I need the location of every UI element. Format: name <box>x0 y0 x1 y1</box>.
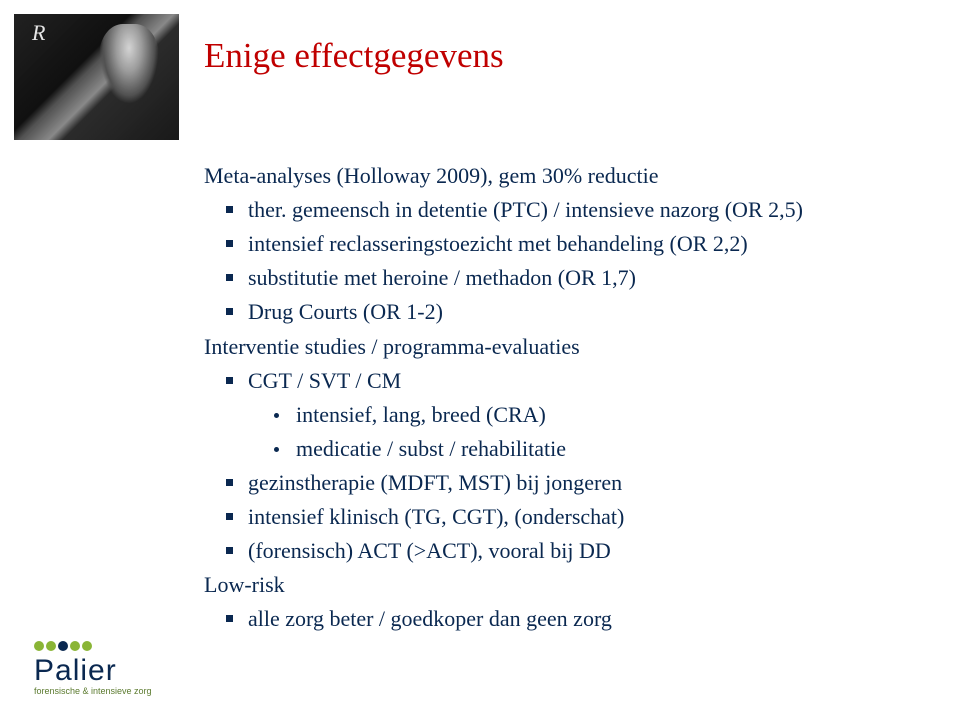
heading-2: Interventie studies / programma-evaluati… <box>204 331 900 363</box>
sub-bullet: medicatie / subst / rehabilitatie <box>274 433 900 465</box>
palier-logo: Palier forensische & intensieve zorg <box>34 641 152 696</box>
slide-content: Meta-analyses (Holloway 2009), gem 30% r… <box>204 160 900 638</box>
einstein-photo <box>14 14 179 140</box>
bullet: intensief reclasseringstoezicht met beha… <box>226 228 900 260</box>
logo-dots-icon <box>34 641 152 651</box>
bullet: ther. gemeensch in detentie (PTC) / inte… <box>226 194 900 226</box>
logo-name: Palier <box>34 654 152 688</box>
bullet: alle zorg beter / goedkoper dan geen zor… <box>226 603 900 635</box>
heading-1: Meta-analyses (Holloway 2009), gem 30% r… <box>204 160 900 192</box>
bullet: intensief klinisch (TG, CGT), (onderscha… <box>226 501 900 533</box>
sub-bullet: intensief, lang, breed (CRA) <box>274 399 900 431</box>
logo-tagline: forensische & intensieve zorg <box>34 686 152 696</box>
heading-3: Low-risk <box>204 569 900 601</box>
bullet: (forensisch) ACT (>ACT), vooral bij DD <box>226 535 900 567</box>
bullet: substitutie met heroine / methadon (OR 1… <box>226 262 900 294</box>
bullet: CGT / SVT / CM <box>226 365 900 397</box>
slide-title: Enige effectgegevens <box>204 36 504 76</box>
bullet: gezinstherapie (MDFT, MST) bij jongeren <box>226 467 900 499</box>
bullet: Drug Courts (OR 1-2) <box>226 296 900 328</box>
